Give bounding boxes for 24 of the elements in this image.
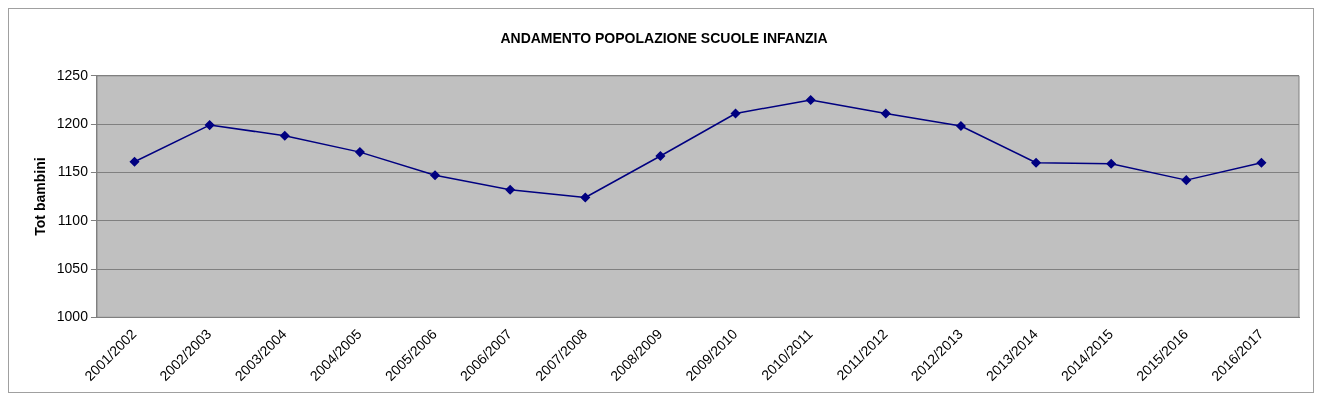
point bbox=[881, 108, 891, 119]
point bbox=[1106, 158, 1116, 169]
point bbox=[580, 192, 591, 203]
point bbox=[1181, 175, 1192, 185]
point bbox=[730, 108, 741, 119]
y-tick-label: 1100 bbox=[57, 211, 89, 228]
point bbox=[655, 151, 666, 161]
point bbox=[805, 95, 816, 105]
y-tick-label: 1200 bbox=[56, 114, 89, 131]
point bbox=[956, 121, 966, 131]
point bbox=[129, 157, 140, 167]
point bbox=[1031, 158, 1041, 168]
point bbox=[505, 185, 515, 195]
y-tick-label: 1150 bbox=[57, 163, 89, 180]
point bbox=[355, 147, 365, 157]
point bbox=[204, 120, 215, 130]
y-axis-title: Tot bambini bbox=[32, 157, 49, 236]
chart-title: ANDAMENTO POPOLAZIONE SCUOLE INFANZIA bbox=[500, 30, 828, 47]
point bbox=[1256, 158, 1267, 168]
y-tick-label: 1250 bbox=[56, 66, 89, 83]
point bbox=[430, 170, 440, 181]
y-tick-label: 1000 bbox=[56, 308, 89, 325]
point bbox=[280, 130, 290, 141]
y-tick-label: 1050 bbox=[56, 259, 89, 276]
